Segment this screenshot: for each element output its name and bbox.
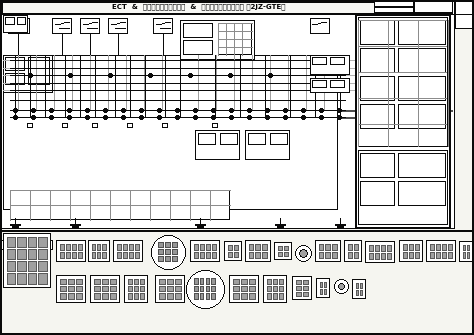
Text: wilbo666: wilbo666 (73, 98, 325, 250)
Text: ECT  &  シフトインジケーター  &  クルーズコントロール （2JZ-GTE）: ECT & シフトインジケーター & クルーズコントロール （2JZ-GTE） (112, 4, 286, 10)
